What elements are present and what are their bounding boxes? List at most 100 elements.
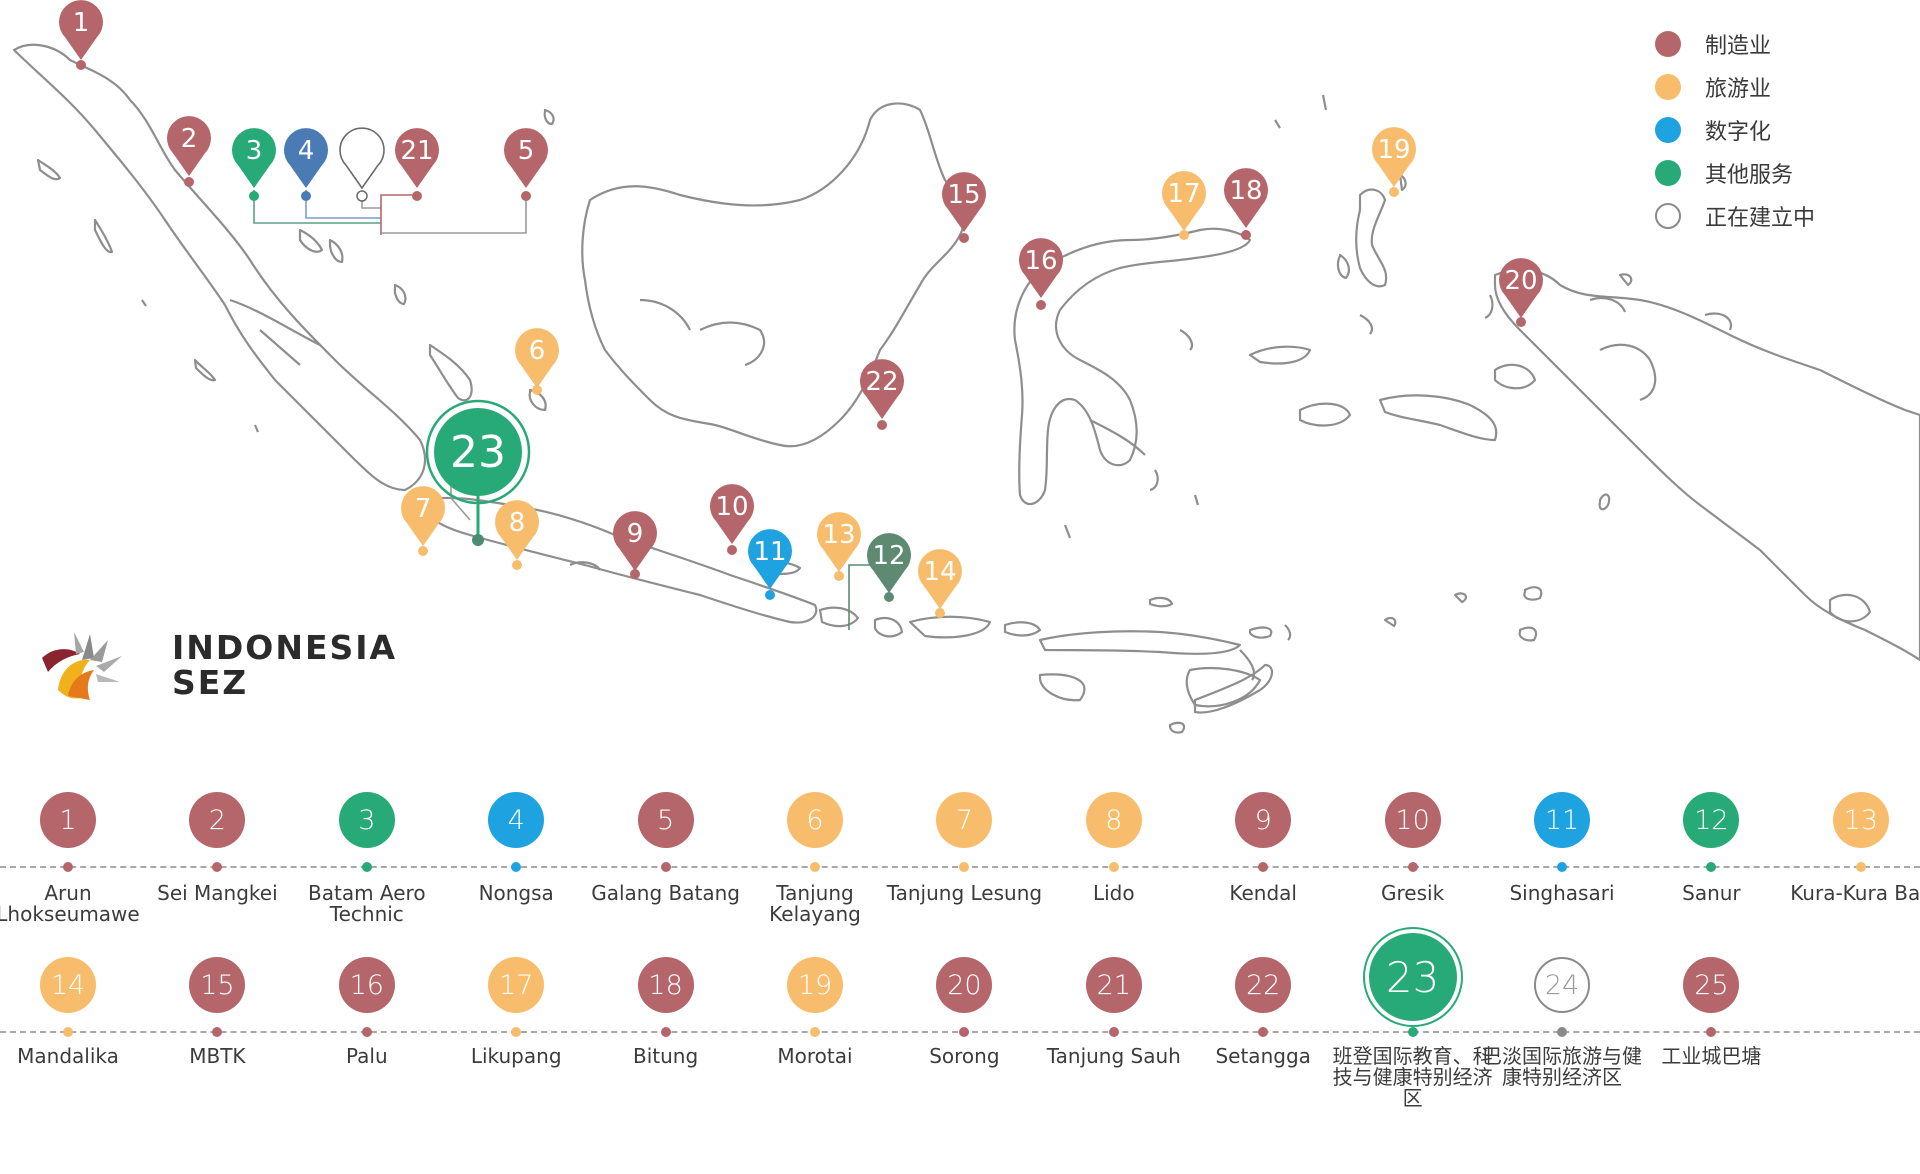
zone-number-badge: 10 <box>1384 792 1441 848</box>
zone-dot <box>1855 862 1866 872</box>
map-pin: 20 <box>1499 258 1544 327</box>
zone-dot <box>1557 862 1567 872</box>
sumatra-inner <box>229 298 321 366</box>
map-pin: 22 <box>860 359 905 430</box>
pin-dot <box>472 534 484 546</box>
zone-name: Kura-Kura Bali <box>1790 881 1920 905</box>
zone-number-badge: 25 <box>1683 957 1740 1013</box>
pin-number: 13 <box>822 520 855 550</box>
zone-row-2: 14 Mandalika 15 MBTK 16 Palu 17 Likupang 18 Bitun… <box>0 930 1920 1130</box>
pin-dot <box>877 420 887 430</box>
zone-dot <box>1108 862 1119 872</box>
sumatra-outline <box>12 43 427 492</box>
zone-name: 班登国际教育、科技与健康特别经济区 <box>1332 1044 1493 1110</box>
zone-name: Singhasari <box>1509 881 1615 905</box>
pin-body <box>1019 238 1063 298</box>
map-pin: 23 <box>425 399 531 546</box>
zone-dot <box>511 862 522 872</box>
zone-number-badge: 24 <box>1534 957 1590 1013</box>
zone-dot <box>212 1027 223 1037</box>
zone-dot <box>63 1027 73 1037</box>
pin-dot <box>532 385 542 395</box>
map-pin: 19 <box>1372 127 1416 197</box>
zone-name: Palu <box>345 1044 388 1068</box>
zone-number-badge: 3 <box>338 792 395 848</box>
pin-body <box>395 128 439 188</box>
pin-number: 11 <box>753 537 786 567</box>
pin-body <box>860 359 905 419</box>
zone-number-badge: 12 <box>1683 792 1740 848</box>
logo-mark-icon <box>42 632 122 700</box>
pin-dot <box>1036 300 1046 310</box>
legend-item-digital: 数字化 <box>1655 108 1815 151</box>
legend-label: 正在建立中 <box>1705 205 1816 231</box>
map-pin: 17 <box>1162 171 1207 240</box>
pin-number: 19 <box>1377 135 1410 165</box>
pin-body <box>613 511 657 571</box>
pin-number: 7 <box>415 494 432 524</box>
zone-dot <box>63 862 73 872</box>
pin-number: 2 <box>181 124 198 154</box>
pin-number: 22 <box>865 367 898 397</box>
pin-dot <box>76 60 86 70</box>
zone-number-badge: 22 <box>1235 957 1292 1013</box>
pin-dot <box>521 191 531 201</box>
map-pin: 6 <box>515 328 559 395</box>
zone-name: Sei Mangkei <box>157 881 278 905</box>
java-outline <box>423 496 818 624</box>
zone-dot <box>1706 1027 1717 1037</box>
pin-body <box>59 0 104 61</box>
zone-number-badge: 5 <box>637 792 694 848</box>
pin-dot <box>512 560 522 570</box>
zone-dot <box>1557 1027 1567 1037</box>
zone-number-badge: 13 <box>1832 792 1889 848</box>
pin-dot <box>301 191 311 201</box>
pin-body <box>1499 258 1544 318</box>
pin-dot <box>1241 230 1251 240</box>
pin-dot <box>356 190 368 202</box>
pin-dot <box>1389 187 1399 197</box>
map-pin: 3 <box>232 128 276 201</box>
zone-name: Kendal <box>1229 881 1297 905</box>
zone-dot <box>361 1027 372 1037</box>
pin-body <box>494 500 539 560</box>
zone-name: Tanjung Lesung <box>886 881 1043 905</box>
map-pin: 7 <box>400 486 445 556</box>
pin-number: 10 <box>715 492 748 522</box>
legend-dot <box>1655 73 1681 100</box>
map-pin: 4 <box>284 128 329 201</box>
zone-dot <box>959 862 970 872</box>
zone-name: Sanur <box>1682 881 1741 905</box>
pin-dot <box>765 590 775 600</box>
pin-ring <box>425 399 531 505</box>
zone-number-badge: 17 <box>488 957 545 1013</box>
pin-body <box>503 128 548 188</box>
legend-label: 数字化 <box>1705 119 1772 145</box>
pin-dot <box>412 191 422 201</box>
pin-body <box>232 128 276 188</box>
pin-body <box>1162 171 1207 231</box>
zone-name: MBTK <box>189 1044 246 1068</box>
map-pin: 13 <box>817 512 861 581</box>
zone-number-badge: 14 <box>40 957 96 1013</box>
pin-dot <box>1179 230 1189 240</box>
pin-dot <box>184 177 194 187</box>
indonesia-sez-logo: INDONESIA SEZ <box>38 630 395 710</box>
zone-number-badge: 21 <box>1085 957 1142 1013</box>
zone-number-badge: 2 <box>189 792 246 848</box>
zone-dot <box>361 862 372 872</box>
pin-number: 23 <box>450 427 506 478</box>
zone-number-badge: 9 <box>1235 792 1292 848</box>
zone-dot <box>1258 862 1269 872</box>
zone-dot <box>810 862 820 872</box>
logo-line1: INDONESIA <box>172 628 398 667</box>
zone-dot <box>660 1027 671 1037</box>
pin-body <box>1224 168 1268 228</box>
zone-number-badge: 20 <box>936 957 993 1013</box>
bangka-outline <box>428 343 473 402</box>
pin-dot <box>727 545 737 555</box>
pin-dot <box>959 233 969 243</box>
zone-dot <box>1407 862 1418 872</box>
